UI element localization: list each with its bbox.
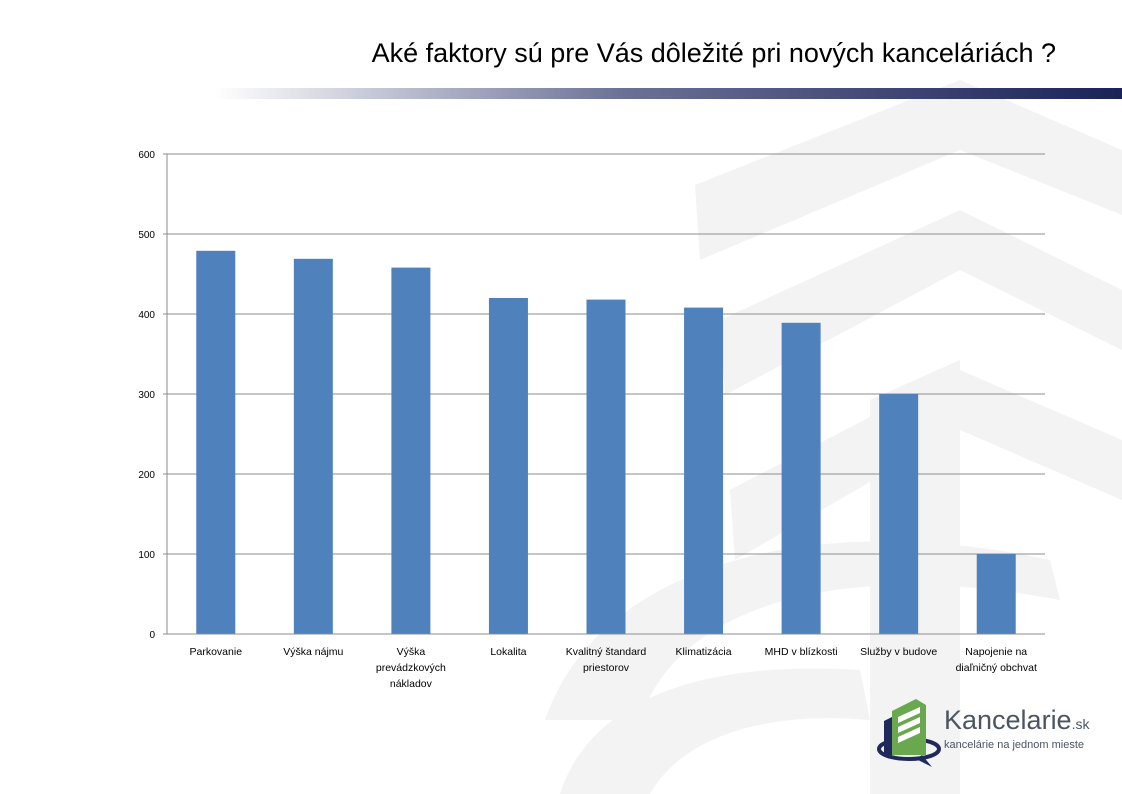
x-tick-label: Služby v budove [860, 646, 937, 658]
slide-title: Aké faktory sú pre Vás dôležité pri nový… [371, 38, 1056, 68]
x-tick-label: Parkovanie [190, 646, 243, 658]
x-tick-label: Napojenie na diaľničný obchvat [956, 646, 1037, 674]
bar [781, 322, 821, 634]
bar [293, 258, 333, 634]
y-tick-label: 200 [138, 470, 155, 481]
x-tick-label: Výška nájmu [283, 646, 343, 658]
bar [488, 298, 528, 634]
y-tick-label: 500 [138, 230, 155, 241]
logo-brand-text: Kancelarie.sk [944, 705, 1089, 736]
y-tick-label: 600 [138, 150, 155, 161]
x-tick-label: MHD v blízkosti [765, 646, 838, 658]
logo-brand-tld: .sk [1071, 716, 1090, 732]
y-tick-label: 400 [138, 310, 155, 321]
x-tick-label: Lokalita [490, 646, 526, 658]
bar [391, 267, 431, 634]
title-underline-bar [215, 88, 1122, 99]
y-tick-label: 300 [138, 390, 155, 401]
bar [976, 554, 1016, 634]
logo-brand-name: Kancelarie [944, 705, 1072, 735]
y-tick-label: 0 [149, 630, 155, 641]
bar [196, 250, 236, 635]
bar [586, 299, 626, 634]
building-icon [877, 699, 941, 767]
x-axis-labels: Parkovanie Výška nájmu Výška prevádzkových n… [190, 646, 1037, 690]
y-axis-ticks: 0 100 200 300 400 500 600 [138, 150, 167, 641]
bar [879, 394, 919, 634]
y-tick-label: 100 [138, 550, 155, 561]
logo-tagline: kancelárie na jednom mieste [944, 739, 1085, 751]
bar [684, 307, 724, 634]
x-tick-label: Kvalitný štandard priestorov [566, 646, 647, 674]
x-tick-label: Klimatizácia [676, 646, 732, 658]
chart-bars [196, 250, 1016, 635]
x-tick-label: Výška prevádzkových nákladov [376, 646, 446, 690]
company-logo: Kancelarie.sk kancelárie na jednom miest… [876, 697, 1116, 777]
